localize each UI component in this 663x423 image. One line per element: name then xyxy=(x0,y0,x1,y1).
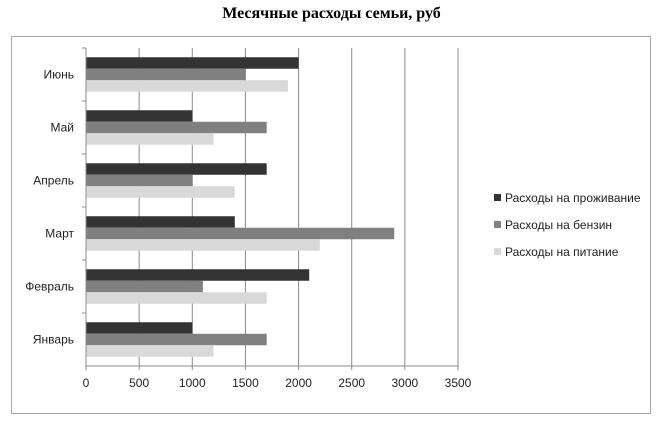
chart-frame xyxy=(11,36,651,414)
chart-title: Месячные расходы семьи, руб xyxy=(222,5,441,22)
x-tick-label: 2000 xyxy=(285,376,312,390)
bar xyxy=(86,292,267,304)
category-label: Февраль xyxy=(25,280,74,294)
x-tick-label: 500 xyxy=(129,376,149,390)
bar xyxy=(86,110,193,122)
legend-entry: Расходы на питание xyxy=(505,245,619,259)
category-label: Апрель xyxy=(33,174,74,188)
bar xyxy=(86,269,310,281)
category-label: Март xyxy=(45,227,74,241)
bar xyxy=(86,121,267,134)
bar xyxy=(86,57,299,69)
x-tick-label: 0 xyxy=(83,376,90,390)
legend-swatch xyxy=(494,194,501,201)
legend: Расходы на проживание Расходы на бензин Ра… xyxy=(494,191,641,259)
x-tick-label: 1000 xyxy=(179,376,206,390)
bar xyxy=(86,186,235,198)
legend-entry: Расходы на бензин xyxy=(505,218,612,232)
bar xyxy=(86,345,214,357)
legend-swatch xyxy=(494,221,501,228)
legend-entry: Расходы на проживание xyxy=(505,191,641,205)
bar xyxy=(86,333,267,346)
bar xyxy=(86,322,193,334)
bar xyxy=(86,68,246,81)
x-tick-label: 1500 xyxy=(232,376,259,390)
gridlines xyxy=(138,48,459,366)
bar xyxy=(86,163,267,175)
bar xyxy=(86,227,395,240)
tick-labels: 0 500 1000 1500 2000 2500 3000 3500 xyxy=(83,376,472,390)
x-tick-label: 3500 xyxy=(445,376,472,390)
axes xyxy=(82,47,459,370)
bar xyxy=(86,216,235,228)
bar xyxy=(86,174,193,187)
category-label: Январь xyxy=(33,333,74,347)
x-tick-label: 2500 xyxy=(338,376,365,390)
bar xyxy=(86,80,288,92)
bar xyxy=(86,280,203,293)
bars xyxy=(86,57,395,357)
bar xyxy=(86,239,320,251)
legend-swatch xyxy=(494,248,501,255)
category-label: Июнь xyxy=(43,68,74,82)
x-tick-label: 3000 xyxy=(392,376,419,390)
category-label: Май xyxy=(50,121,74,135)
bar xyxy=(86,133,214,145)
category-labels: Январь Февраль Март Апрель Май Июнь xyxy=(25,68,74,347)
